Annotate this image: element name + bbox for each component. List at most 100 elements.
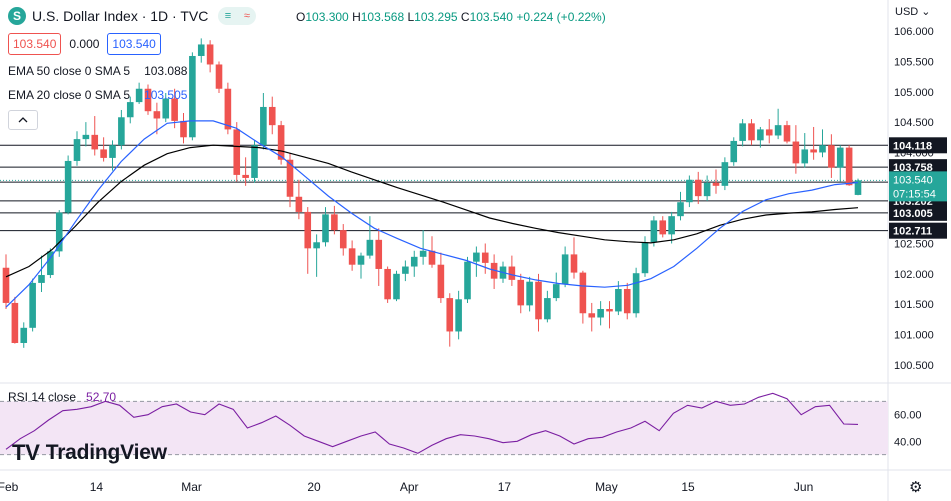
candle-body xyxy=(774,125,782,136)
candle-body xyxy=(606,309,613,312)
y-tick-label: 101.000 xyxy=(894,329,934,341)
candle xyxy=(694,171,702,205)
rsi-tick-label: 60.00 xyxy=(894,410,922,422)
candle xyxy=(792,125,800,174)
candle-body xyxy=(615,288,622,312)
candle-body xyxy=(277,125,285,160)
candle-body xyxy=(428,250,436,265)
candle-body xyxy=(561,254,569,285)
y-tick-label: 105.500 xyxy=(894,56,934,68)
candle-body xyxy=(331,214,338,231)
candle-body xyxy=(748,123,755,141)
candle xyxy=(739,119,746,147)
open-label: O xyxy=(296,10,306,24)
candle-body xyxy=(260,106,267,146)
candle-body xyxy=(268,106,276,126)
symbol-title[interactable]: U.S. Dollar Index · 1D · TVC xyxy=(32,8,209,24)
candle xyxy=(206,40,214,73)
candle-body xyxy=(64,160,72,213)
candle-body xyxy=(473,252,480,262)
candle xyxy=(118,109,125,150)
candle xyxy=(260,92,267,150)
candle xyxy=(588,302,596,332)
candle-body xyxy=(828,145,835,168)
symbol-header[interactable]: S U.S. Dollar Index · 1D · TVC ≡ ≈ xyxy=(8,6,257,26)
candle-body xyxy=(82,134,90,140)
y-tick-label: 102.500 xyxy=(894,238,934,250)
x-tick-label: 14 xyxy=(90,480,104,494)
candle-body xyxy=(224,88,232,130)
close-value: 103.540 xyxy=(469,10,513,24)
collapse-legend-button[interactable] xyxy=(8,110,38,130)
change-value: +0.224 (+0.22%) xyxy=(516,10,606,24)
y-tick-label: 100.500 xyxy=(894,360,934,372)
candle-body xyxy=(2,267,10,303)
candle xyxy=(783,120,791,144)
candle xyxy=(162,92,170,123)
candle xyxy=(357,252,365,279)
candle-body xyxy=(783,125,791,142)
candle-body xyxy=(623,288,631,314)
tradingview-logo[interactable]: TV TradingView xyxy=(12,440,167,466)
x-tick-label: Apr xyxy=(400,480,419,494)
countdown-label: 07:15:54 xyxy=(893,188,936,200)
tradingview-mark-icon: TV xyxy=(12,440,40,465)
candle xyxy=(757,126,764,148)
rsi-legend[interactable]: RSI 14 close 52.70 xyxy=(8,390,116,404)
candle-body xyxy=(845,147,853,186)
open-value: 103.300 xyxy=(305,10,349,24)
market-status-icon[interactable]: ≡ ≈ xyxy=(218,7,257,25)
candle xyxy=(295,179,303,220)
gear-icon[interactable]: ⚙ xyxy=(909,479,923,496)
high-label: H xyxy=(352,10,361,24)
candle xyxy=(668,211,675,244)
candle-body xyxy=(481,252,489,263)
candle xyxy=(38,255,45,293)
candle xyxy=(552,272,560,302)
candle xyxy=(597,301,604,326)
candle-body xyxy=(588,313,596,318)
candle-body xyxy=(712,182,720,186)
y-tick-label: 102.000 xyxy=(894,269,934,281)
candle xyxy=(623,282,631,320)
x-tick-label: Feb xyxy=(0,480,19,494)
buy-price-box[interactable]: 103.540 xyxy=(107,33,161,55)
candle-body xyxy=(313,242,320,249)
candle xyxy=(375,228,383,286)
candle xyxy=(854,178,862,196)
rsi-legend-name: RSI 14 close xyxy=(8,390,77,404)
candle xyxy=(29,278,36,332)
candle-body xyxy=(677,202,684,217)
candle-body xyxy=(206,44,214,65)
candle xyxy=(82,122,90,147)
candle xyxy=(171,88,178,129)
ema50-line xyxy=(5,144,859,278)
ema20-legend[interactable]: EMA 20 close 0 SMA 5 103.505 xyxy=(8,88,187,102)
candle xyxy=(446,293,454,347)
sell-price-box[interactable]: 103.540 xyxy=(8,33,62,55)
candle xyxy=(100,137,107,162)
ema20-legend-name: EMA 20 close 0 SMA 5 xyxy=(8,88,131,102)
x-tick-label: Jun xyxy=(794,480,813,494)
ema50-legend[interactable]: EMA 50 close 0 SMA 5 103.088 xyxy=(8,64,187,78)
level-price-label-bg xyxy=(889,159,947,176)
market-status-left-glyph: ≡ xyxy=(224,10,232,22)
candle xyxy=(712,169,720,194)
candle-body xyxy=(366,239,374,256)
candle xyxy=(730,137,738,166)
candle xyxy=(126,96,134,124)
candle-body xyxy=(348,248,356,265)
currency-selector[interactable]: USD ⌄ xyxy=(895,5,931,18)
candle xyxy=(393,270,400,302)
level-price-label: 103.758 xyxy=(893,162,933,174)
candle-body xyxy=(437,264,445,299)
candle xyxy=(845,145,853,186)
candle-body xyxy=(322,214,329,243)
level-price-label-bg xyxy=(889,204,947,221)
level-price-label: 104.118 xyxy=(893,140,932,152)
candle-body xyxy=(641,242,649,274)
candle xyxy=(410,250,418,277)
candle-body xyxy=(118,117,125,146)
candle xyxy=(348,240,356,271)
